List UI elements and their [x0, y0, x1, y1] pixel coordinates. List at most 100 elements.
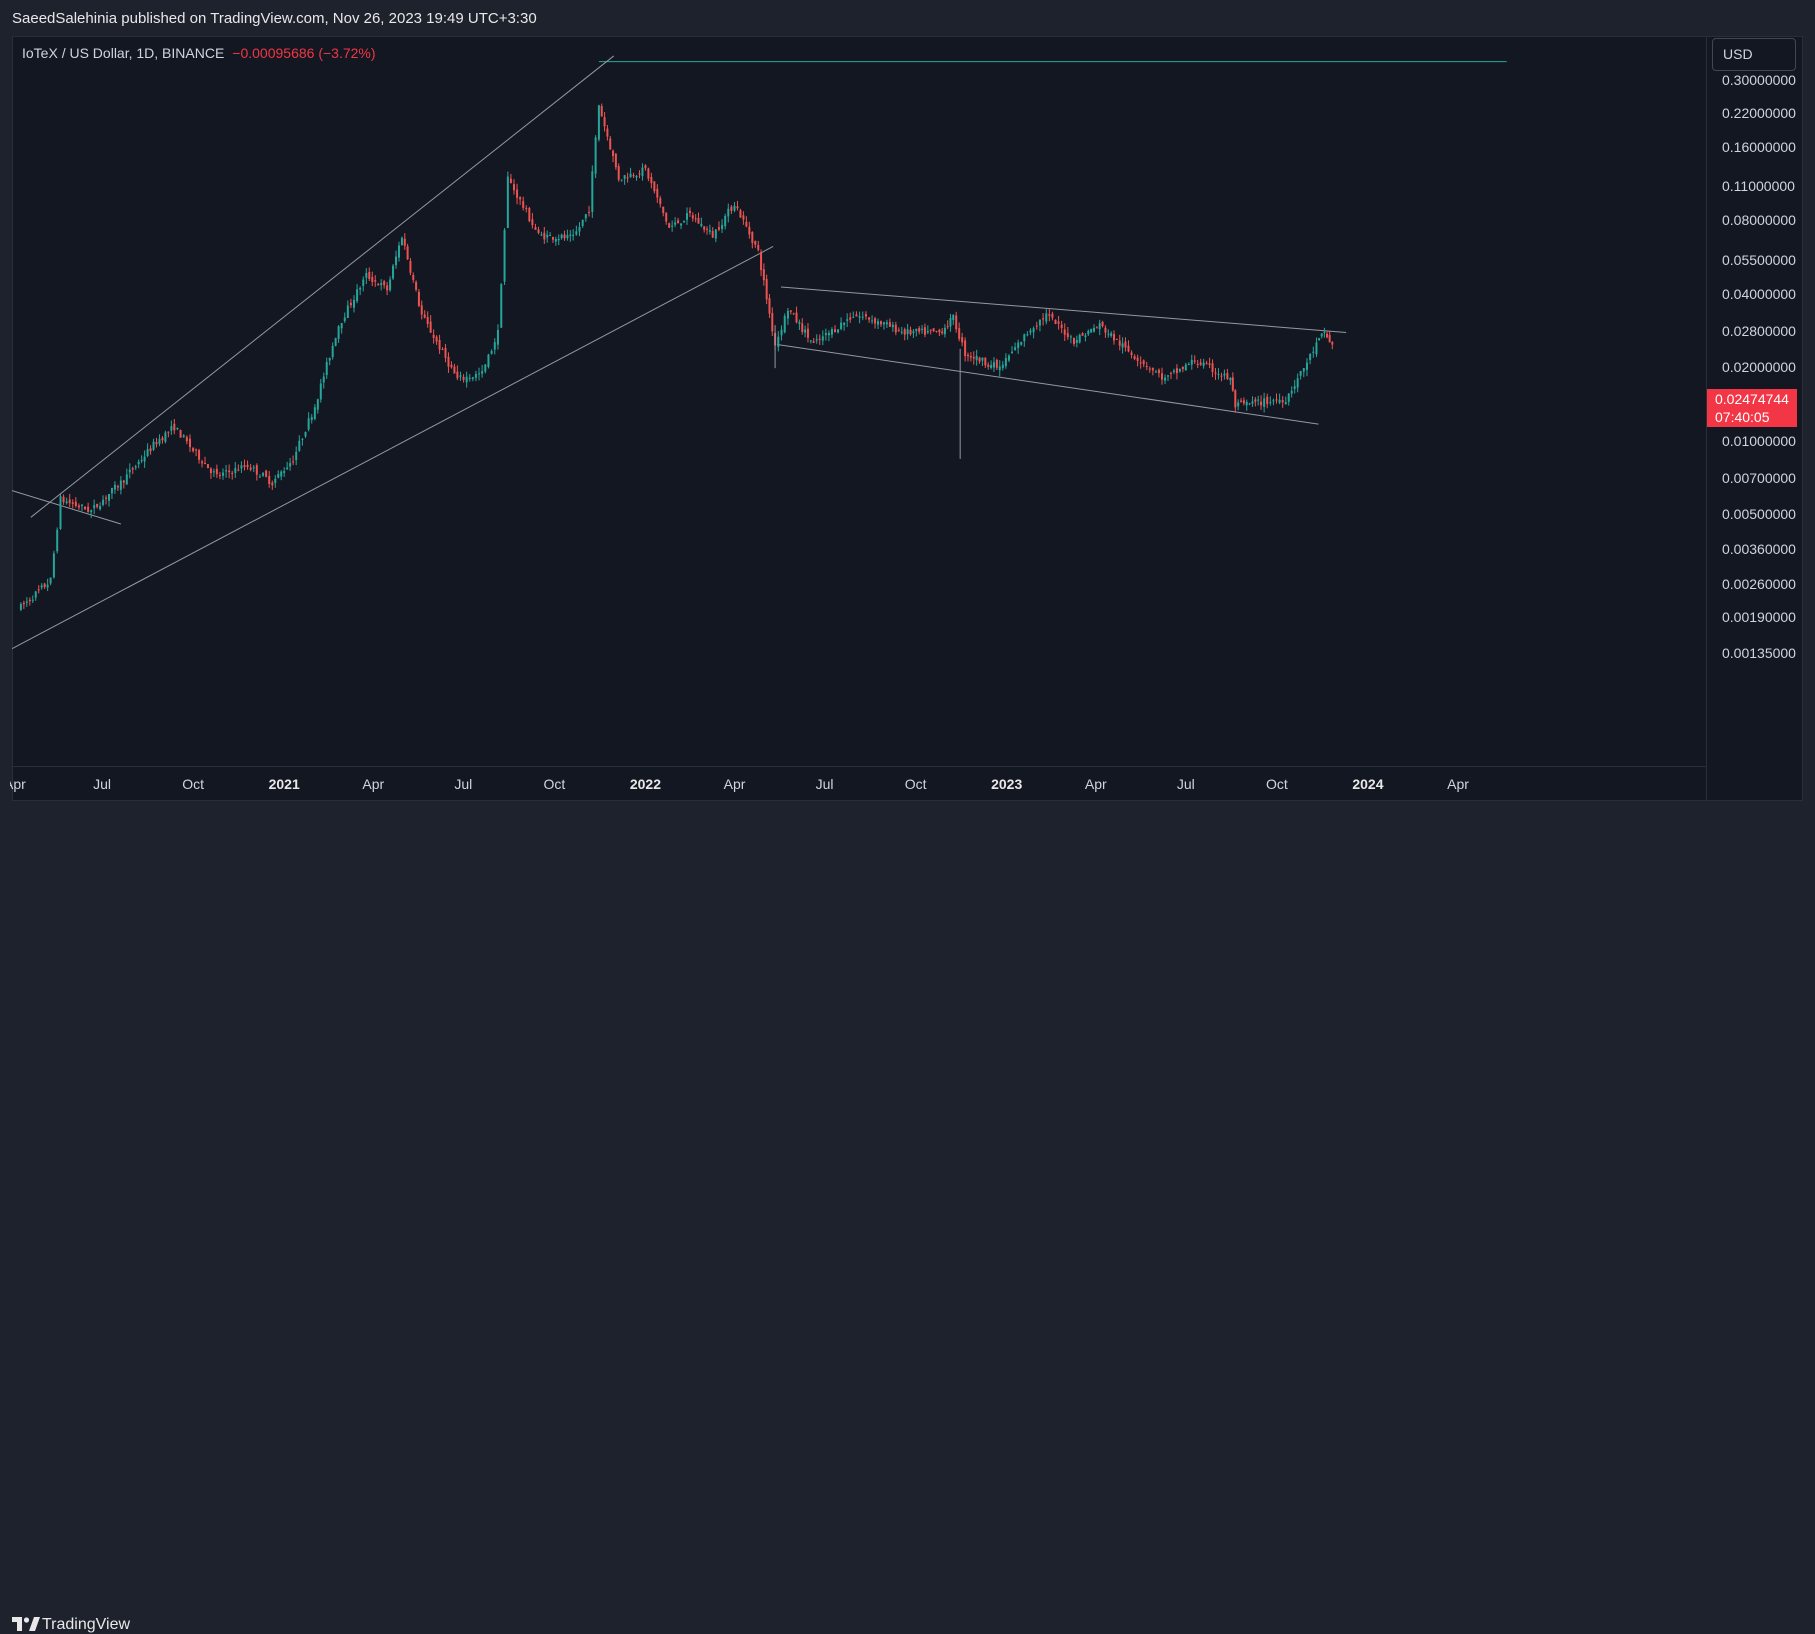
candle-body	[149, 448, 152, 452]
candle-body	[575, 231, 578, 235]
candle-body	[1305, 362, 1308, 370]
price-tick-label: 0.08000000	[1722, 212, 1796, 229]
candle-body	[861, 316, 864, 318]
candle-body	[310, 417, 313, 420]
candle-body	[915, 328, 918, 332]
candle-body	[975, 355, 978, 361]
candle-body	[1178, 368, 1181, 372]
candle-body	[786, 310, 789, 319]
candle-body	[992, 362, 995, 368]
candle-body	[62, 496, 65, 503]
candle-body	[650, 177, 653, 184]
price-tick-label: 0.22000000	[1722, 104, 1796, 121]
candle-body	[503, 229, 506, 282]
last-price-value: 0.02474744	[1715, 391, 1789, 407]
candle-body	[677, 220, 680, 224]
tradingview-logo-icon[interactable]	[12, 1616, 40, 1632]
candle-body	[268, 476, 271, 484]
candle-body	[935, 330, 938, 332]
candle-body	[795, 312, 798, 323]
price-chart[interactable]	[12, 36, 1706, 766]
candle-body	[131, 468, 134, 470]
candle-body	[1293, 386, 1296, 389]
candle-body	[37, 589, 40, 591]
candle-body	[1211, 363, 1214, 372]
candle-body	[52, 553, 55, 578]
candle-body	[280, 471, 283, 477]
candle-body	[818, 338, 821, 340]
candle-body	[1248, 403, 1251, 405]
candle-body	[897, 329, 900, 331]
price-tick-label: 0.00260000	[1722, 575, 1796, 592]
candle-body	[566, 235, 569, 239]
candle-body	[1139, 362, 1142, 364]
candle-body	[1133, 356, 1136, 359]
candle-body	[563, 234, 566, 239]
candle-body	[632, 175, 635, 177]
candle-body	[846, 319, 849, 321]
candle-body	[1078, 334, 1081, 343]
candle-body	[128, 469, 131, 473]
candle-body	[730, 206, 733, 211]
candle-body	[468, 377, 471, 379]
candle-body	[274, 478, 277, 483]
candle-body	[474, 374, 477, 378]
candle-body	[1254, 399, 1257, 402]
time-tick-label: Apr	[362, 776, 385, 792]
candle-body	[662, 206, 665, 213]
candle-body	[201, 461, 204, 464]
candle-body	[283, 471, 286, 473]
candle-body	[688, 210, 691, 213]
time-tick-label: Jul	[93, 776, 112, 792]
candle-body	[697, 217, 700, 224]
candle-body	[1084, 335, 1087, 338]
candle-body	[56, 529, 59, 552]
candle-body	[90, 510, 93, 513]
candle-body	[1181, 366, 1184, 370]
candle-body	[1167, 375, 1170, 377]
candle-body	[383, 281, 386, 286]
candle-body	[397, 245, 400, 258]
candle-body	[441, 349, 444, 351]
trendline-lower-wedge	[776, 344, 1319, 425]
candle-body	[289, 462, 292, 467]
candle-body	[757, 244, 760, 250]
candle-body	[1098, 323, 1101, 330]
candle-body	[512, 184, 515, 191]
price-change: −0.00095686 (−3.72%)	[232, 45, 376, 61]
candle-body	[1326, 333, 1329, 338]
candle-body	[540, 234, 543, 236]
candle-body	[572, 234, 575, 237]
candle-body	[481, 371, 484, 374]
candle-body	[1063, 329, 1066, 335]
candle-body	[417, 291, 420, 306]
candle-body	[1328, 334, 1331, 343]
candle-body	[209, 468, 212, 474]
candle-body	[783, 316, 786, 333]
candle-body	[981, 357, 984, 361]
candle-body	[946, 326, 949, 328]
price-tick-label: 0.11000000	[1722, 178, 1795, 195]
chart-frame[interactable]	[12, 36, 1803, 801]
candle-body	[1121, 343, 1124, 348]
candle-body	[377, 284, 380, 286]
candle-body	[754, 241, 757, 245]
candle-body	[1169, 372, 1172, 374]
candle-body	[1011, 351, 1014, 354]
candle-body	[1087, 330, 1090, 335]
candle-body	[334, 338, 337, 346]
price-tick-label: 0.02000000	[1722, 359, 1796, 376]
candle-body	[852, 316, 855, 318]
candle-body	[31, 599, 34, 601]
candle-body	[1315, 342, 1318, 355]
candle-body	[584, 214, 587, 219]
candle-body	[1266, 396, 1269, 405]
candle-body	[614, 153, 617, 168]
candle-body	[721, 224, 724, 230]
currency-button[interactable]: USD	[1712, 38, 1796, 71]
candle-body	[955, 315, 958, 330]
candle-body	[1154, 371, 1157, 373]
candle-body	[228, 470, 231, 473]
candle-body	[1032, 328, 1035, 333]
candle-body	[1157, 369, 1160, 374]
